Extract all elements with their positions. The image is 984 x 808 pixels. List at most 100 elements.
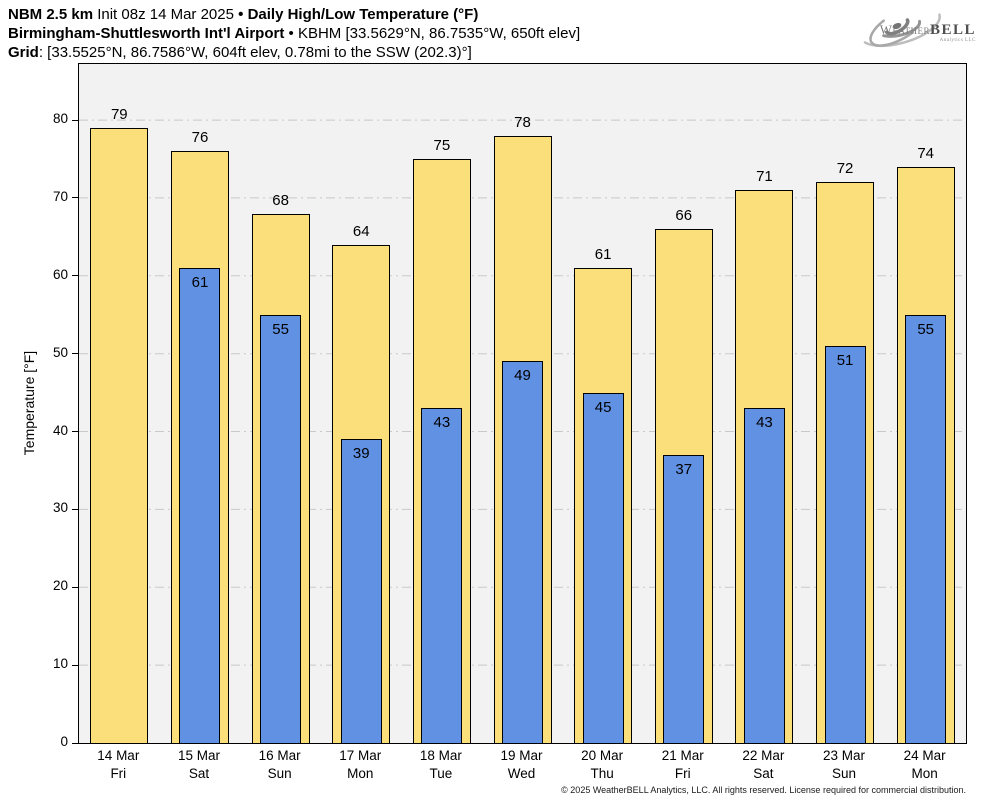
y-tick-mark (72, 508, 78, 510)
weatherbell-logo: WeatherBELL Analytics LLC (858, 1, 980, 51)
y-tick-mark (72, 431, 78, 433)
init-time: Init 08z 14 Mar 2025 (97, 6, 234, 23)
product-title: Daily High/Low Temperature (°F) (247, 6, 479, 23)
logo-weather-text: Weather (879, 22, 930, 37)
bullet-separator: • (288, 25, 294, 42)
y-tick-label: 70 (52, 188, 68, 204)
low-bar (582, 392, 624, 743)
x-tick-day: Thu (590, 766, 614, 781)
model-name: NBM 2.5 km (8, 6, 94, 23)
y-tick-mark (72, 742, 78, 744)
plot-area: 79 76 61 68 55 64 39 75 43 78 49 61 45 66 37 71 43 72 51 74… (78, 63, 967, 744)
x-tick-date: 23 Mar (823, 748, 866, 763)
x-tick-date: 14 Mar (97, 748, 140, 763)
x-tick-label: 24 Mar Mon (885, 747, 965, 783)
y-tick-label: 40 (52, 422, 68, 438)
low-bar (260, 314, 302, 743)
grid-coordinates: : [33.5525°N, 86.7586°W, 604ft elev, 0.7… (38, 44, 472, 61)
bullet-separator: • (238, 6, 244, 23)
y-tick-label: 50 (52, 344, 68, 360)
x-tick-label: 22 Mar Sat (723, 747, 803, 783)
x-tick-date: 24 Mar (903, 748, 946, 763)
y-tick-mark (72, 119, 78, 121)
high-value-label: 71 (756, 168, 773, 186)
x-tick-day: Wed (507, 766, 536, 781)
x-tick-date: 17 Mar (339, 748, 382, 763)
low-bar (743, 408, 785, 743)
header-line-2: Birmingham-Shuttlesworth Int'l Airport •… (8, 24, 580, 43)
low-bar (421, 408, 463, 743)
x-tick-date: 20 Mar (581, 748, 624, 763)
y-tick-label: 10 (52, 656, 68, 672)
x-tick-label: 23 Mar Sun (804, 747, 884, 783)
chart-header: NBM 2.5 km Init 08z 14 Mar 2025 • Daily … (8, 5, 580, 62)
x-tick-label: 14 Mar Fri (78, 747, 158, 783)
station-name: Birmingham-Shuttlesworth Int'l Airport (8, 25, 285, 42)
x-tick-label: 15 Mar Sat (159, 747, 239, 783)
y-tick-mark (72, 586, 78, 588)
low-value-label: 55 (917, 320, 935, 338)
station-coordinates: KBHM [33.5629°N, 86.7535°W, 650ft elev] (297, 25, 581, 42)
low-bar (824, 345, 866, 743)
x-tick-day: Sat (753, 766, 774, 781)
x-tick-day: Sun (832, 766, 857, 781)
y-tick-mark (72, 275, 78, 277)
hurricane-swirl-icon (859, 4, 941, 48)
low-value-label: 55 (272, 320, 289, 338)
x-tick-label: 16 Mar Sun (240, 747, 320, 783)
low-value-label: 45 (594, 398, 612, 416)
low-value-label: 51 (836, 351, 854, 369)
high-value-label: 72 (836, 160, 854, 178)
high-value-label: 75 (433, 137, 451, 154)
header-line-3: Grid: [33.5525°N, 86.7586°W, 604ft elev,… (8, 43, 580, 62)
low-value-label: 43 (433, 414, 451, 432)
high-value-label: 61 (594, 246, 612, 264)
logo-bell-text: BELL (929, 22, 976, 38)
y-tick-label: 0 (60, 734, 68, 749)
low-value-label: 43 (756, 414, 773, 432)
high-value-label: 76 (191, 129, 209, 147)
low-bar (905, 314, 947, 743)
x-tick-date: 15 Mar (177, 748, 220, 763)
x-tick-label: 18 Mar Tue (401, 747, 481, 783)
x-tick-label: 19 Mar Wed (482, 747, 562, 783)
x-tick-label: 20 Mar Thu (562, 747, 642, 783)
grid-label: Grid (8, 44, 39, 61)
x-tick-day: Fri (110, 766, 127, 781)
x-tick-day: Fri (674, 766, 691, 781)
x-tick-day: Mon (911, 766, 938, 781)
low-value-label: 39 (352, 445, 370, 463)
y-tick-label: 60 (52, 266, 68, 282)
y-tick-label: 80 (52, 111, 68, 127)
logo-wordmark: WeatherBELL Analytics LLC (880, 21, 976, 43)
x-tick-date: 16 Mar (258, 748, 301, 763)
high-value-label: 68 (272, 191, 289, 209)
copyright-text: © 2025 WeatherBELL Analytics, LLC. All r… (561, 785, 966, 795)
high-value-label: 78 (514, 113, 531, 131)
x-tick-date: 18 Mar (419, 748, 462, 763)
low-bar (663, 454, 705, 743)
y-axis-title: Temperature [°F] (21, 350, 37, 456)
x-tick-day: Sun (267, 766, 292, 781)
x-tick-day: Mon (347, 766, 374, 781)
x-tick-label: 21 Mar Fri (643, 747, 723, 783)
low-bar (502, 361, 543, 743)
low-value-label: 61 (191, 274, 209, 291)
high-value-label: 66 (675, 207, 693, 225)
x-tick-label: 17 Mar Mon (320, 747, 400, 783)
y-tick-mark (72, 664, 78, 666)
x-tick-date: 19 Mar (500, 748, 543, 763)
x-tick-day: Tue (429, 766, 453, 781)
low-bar (340, 439, 382, 743)
low-value-label: 37 (675, 460, 693, 478)
x-tick-date: 22 Mar (742, 748, 785, 763)
high-bar (90, 127, 149, 743)
low-bar (179, 268, 221, 743)
logo-analytics-text: Analytics LLC (939, 38, 976, 43)
y-tick-label: 30 (52, 500, 68, 516)
high-value-label: 64 (352, 222, 370, 240)
y-tick-mark (72, 197, 78, 199)
high-value-label: 79 (110, 105, 128, 123)
header-line-1: NBM 2.5 km Init 08z 14 Mar 2025 • Daily … (8, 5, 580, 24)
